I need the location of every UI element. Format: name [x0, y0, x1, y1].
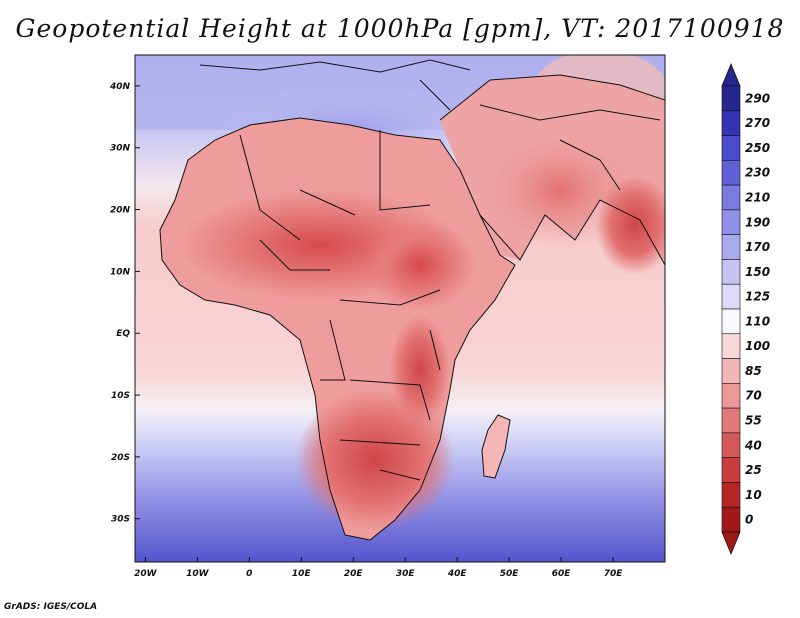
- colorbar-swatch: [721, 259, 741, 285]
- colorbar-label: 40: [744, 438, 762, 452]
- x-tick-label: 70E: [604, 569, 624, 579]
- colorbar-bottom-arrow: [721, 531, 741, 556]
- x-tick-label: 60E: [552, 569, 572, 579]
- colorbar-swatch: [721, 160, 741, 186]
- y-tick-label: 10N: [110, 267, 131, 277]
- colorbar-label: 85: [745, 364, 762, 378]
- map-title: Geopotential Height at 1000hPa [gpm], VT…: [15, 14, 785, 43]
- x-tick-label: 0: [246, 569, 252, 579]
- x-tick-label: 30E: [396, 569, 416, 579]
- x-axis-ticks: 20W 10W 0 10E 20E 30E 40E 50E 60E 70E: [134, 557, 623, 579]
- colorbar-swatch: [721, 482, 741, 508]
- colorbar-label: 55: [745, 414, 762, 428]
- colorbar: 2902702502302101901701501251101008570554…: [721, 62, 770, 556]
- y-tick-label: 40N: [109, 82, 131, 92]
- colorbar-label: 290: [745, 91, 770, 105]
- colorbar-label: 110: [745, 314, 770, 328]
- colorbar-label: 10: [745, 488, 762, 502]
- y-tick-label: EQ: [116, 329, 130, 339]
- colorbar-top-arrow: [721, 62, 741, 87]
- colorbar-swatch: [721, 333, 741, 359]
- colorbar-label: 100: [745, 339, 770, 353]
- colorbar-swatch: [721, 432, 741, 458]
- country-borders: [159, 59, 665, 541]
- y-axis-ticks: 40N 30N 20N 10N EQ 10S 20S 30S: [109, 82, 140, 525]
- colorbar-swatch: [721, 234, 741, 260]
- colorbar-swatch: [721, 110, 741, 136]
- colorbar-swatch: [721, 407, 741, 434]
- colorbar-label: 170: [745, 240, 770, 254]
- colorbar-label: 270: [745, 116, 770, 130]
- colorbar-label: 250: [745, 141, 770, 155]
- grads-credit: GrADS: IGES/COLA: [4, 602, 98, 612]
- colorbar-label: 70: [745, 389, 762, 403]
- colorbar-swatch: [721, 308, 741, 335]
- x-tick-label: 20E: [344, 569, 364, 579]
- y-tick-label: 10S: [111, 391, 130, 401]
- colorbar-label: 0: [745, 513, 753, 527]
- colorbar-swatch: [721, 457, 741, 483]
- colorbar-swatch: [721, 209, 741, 235]
- colorbar-swatch: [721, 383, 741, 409]
- map-frame: [134, 54, 666, 563]
- colorbar-label: 150: [745, 265, 770, 279]
- colorbar-label: 190: [745, 215, 770, 229]
- colorbar-label: 210: [745, 191, 770, 205]
- x-tick-label: 10W: [186, 569, 210, 579]
- y-tick-label: 30S: [111, 515, 130, 525]
- y-tick-label: 30N: [110, 144, 131, 154]
- colorbar-swatch: [721, 283, 741, 310]
- y-tick-label: 20S: [111, 453, 130, 463]
- x-tick-label: 50E: [500, 569, 520, 579]
- colorbar-swatch: [721, 85, 741, 112]
- x-tick-label: 20W: [134, 569, 158, 579]
- colorbar-swatch: [721, 358, 741, 384]
- colorbar-label: 25: [745, 463, 762, 477]
- x-tick-label: 10E: [292, 569, 312, 579]
- colorbar-swatch: [721, 184, 741, 211]
- colorbar-swatch: [721, 506, 741, 533]
- madagascar: [482, 415, 510, 478]
- x-tick-label: 40E: [447, 569, 468, 579]
- colorbar-label: 125: [745, 290, 770, 304]
- colorbar-swatch: [721, 135, 741, 161]
- colorbar-label: 230: [745, 166, 770, 180]
- y-tick-label: 20N: [110, 206, 131, 216]
